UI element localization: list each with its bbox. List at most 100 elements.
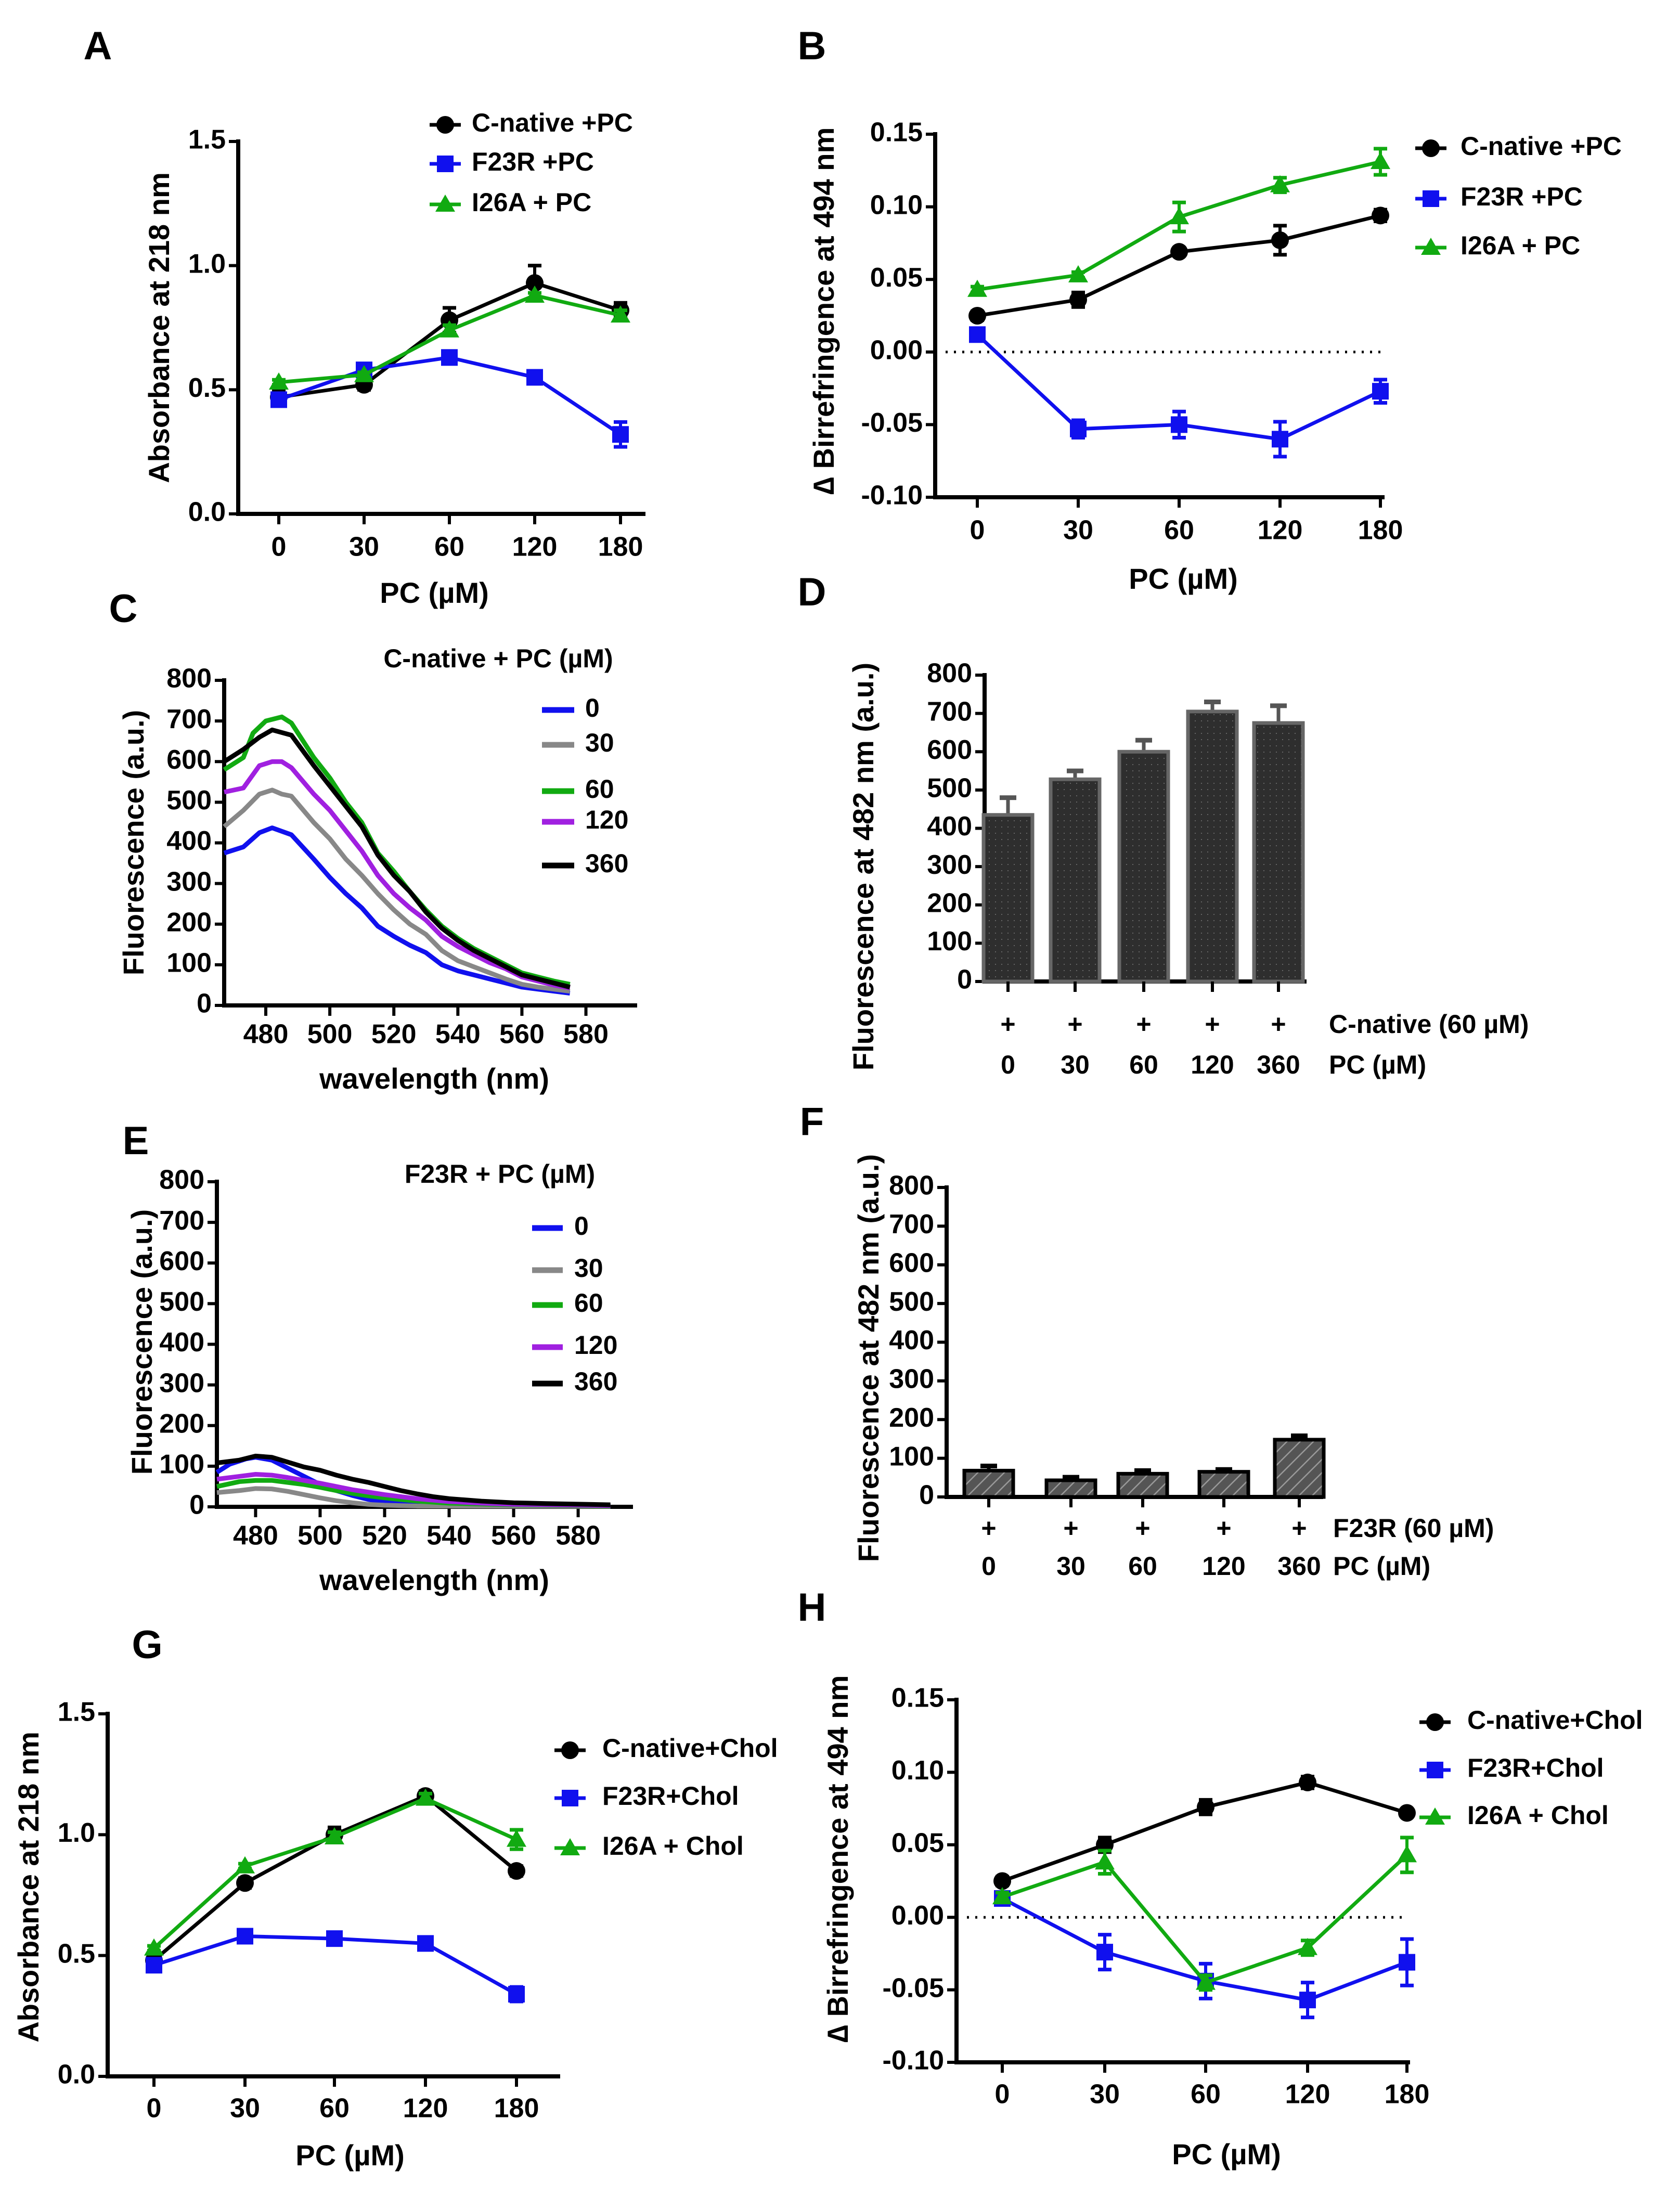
x-tick-label: 580 [555,1521,601,1551]
legend-marker [1425,1807,1445,1825]
x-tick-label: 120 [1258,515,1303,546]
y-axis-title: Fluorescence (a.u.) [125,1209,158,1475]
data-point [354,365,374,382]
y-tick-label: 1.5 [188,125,226,155]
panel-label: B [798,24,826,68]
data-point [237,1928,253,1945]
pc-row-label: PC (µM) [1329,1050,1426,1079]
y-tick-label: 700 [927,696,972,727]
spectrum-line [223,787,571,994]
series-line [278,355,622,436]
panel-label: C [109,587,138,631]
y-tick-label: 400 [159,1327,204,1358]
data-point [508,1986,525,2003]
x-tick-label: 0 [970,515,985,546]
y-tick-label: 500 [889,1287,934,1317]
data-point [1196,1972,1216,1990]
y-tick-label: 0.0 [58,2060,95,2090]
data-point [1397,1845,1417,1863]
y-tick-label: 0 [957,965,972,995]
y-axis-title: Absorbance at 218 nm [12,1732,45,2043]
data-point [326,1930,343,1947]
legend-marker [560,1838,580,1855]
x-tick-label: 520 [362,1521,407,1551]
x-tick-label: 120 [403,2094,448,2124]
panel-label: H [798,1585,826,1630]
y-tick-label: 1.0 [58,1818,95,1848]
data-point [969,326,986,343]
protein-row-label: C-native (60 µM) [1329,1010,1529,1039]
legend-label: F23R +PC [1461,182,1583,211]
data-point [1069,291,1087,309]
x-axis-title: PC (µM) [295,2139,405,2172]
y-tick-label: 0.15 [891,1683,944,1713]
data-point [1270,175,1290,192]
x-tick-label: 120 [1202,1552,1245,1581]
panel-label: F [800,1100,824,1144]
spectrum-line [216,1453,611,1507]
legend-label: 30 [585,728,614,757]
data-point [992,1887,1012,1905]
y-tick-label: -0.10 [861,481,923,511]
data-point [235,1856,255,1874]
y-tick-label: 800 [889,1171,934,1201]
legend-label: 120 [574,1330,617,1360]
legend-label: C-native +PC [472,108,633,137]
x-tick-label: 180 [598,532,643,562]
x-tick-label: 360 [1257,1050,1300,1079]
series-1 [969,326,1389,459]
legend-label: I26A + PC [1461,231,1580,260]
y-tick-label: 600 [159,1246,204,1276]
data-point [417,1935,434,1952]
y-axis-title: Fluorescence at 482 nm (a.u.) [847,663,880,1070]
legend-marker [437,156,454,172]
bar [1273,1438,1326,1499]
spectrum-line [223,825,571,996]
series-0 [968,206,1389,325]
y-tick-label: 0 [919,1480,934,1510]
data-point [508,1862,525,1880]
y-axis-title: Fluorescence (a.u.) [117,710,150,975]
panel-label: G [132,1623,162,1667]
x-tick-label: 0 [995,2079,1010,2110]
x-tick-label: 520 [371,1019,417,1050]
y-tick-label: 200 [927,888,972,918]
x-tick-label: 60 [434,532,464,562]
data-point [526,274,544,292]
data-point [1171,416,1187,433]
x-tick-label: 60 [1191,2079,1221,2110]
data-point [325,1827,344,1844]
y-tick-label: 0.5 [58,1939,95,1969]
x-tick-label: 0 [981,1552,996,1581]
y-axis-title: Fluorescence at 482 nm (a.u.) [852,1154,885,1562]
x-axis-title: PC (µM) [1129,562,1238,595]
x-tick-label: 60 [319,2094,350,2124]
x-axis-title: PC (µM) [1172,2138,1281,2171]
x-tick-label: 30 [349,532,379,562]
y-tick-label: 400 [927,811,972,842]
x-tick-label: 560 [491,1521,536,1551]
x-tick-label: 480 [233,1521,278,1551]
condition-plus-mark: + [1063,1514,1078,1543]
data-point [1371,152,1390,170]
x-tick-label: 0 [1001,1050,1015,1079]
y-tick-label: 300 [166,867,212,897]
legend-marker [1423,190,1439,207]
data-point [1299,1773,1316,1791]
y-tick-label: 100 [159,1450,204,1480]
legend-marker [562,1790,578,1806]
x-tick-label: 540 [435,1019,481,1050]
series-1 [270,349,629,449]
data-point [236,1874,254,1892]
data-point [416,1788,435,1806]
panel-label: E [123,1119,149,1163]
x-tick-label: 360 [1277,1552,1321,1581]
x-tick-label: 500 [307,1019,353,1050]
condition-plus-mark: + [1216,1514,1231,1543]
data-point [1271,231,1289,249]
legend-marker [1421,238,1441,255]
